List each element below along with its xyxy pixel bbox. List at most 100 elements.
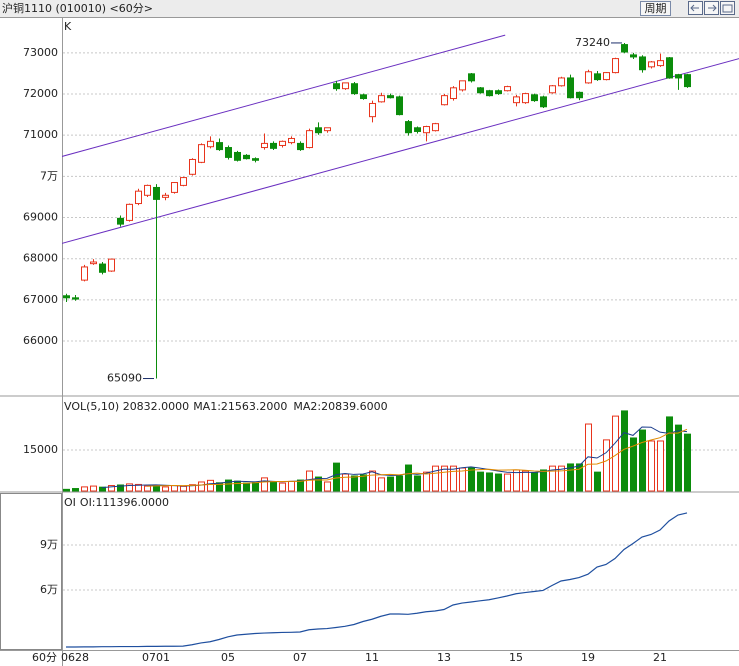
volume-bar xyxy=(468,467,475,492)
candle-body xyxy=(378,95,385,103)
y-tick-label: 9万 xyxy=(40,538,58,551)
y-tick-label: 15000 xyxy=(23,443,58,456)
volume-bar xyxy=(288,480,295,492)
candle-body xyxy=(612,58,619,74)
candle-body xyxy=(279,140,286,146)
volume-bar xyxy=(378,477,385,492)
x-axis-label: 60分 xyxy=(32,651,57,664)
candle-body xyxy=(594,73,601,81)
candle-body xyxy=(432,123,439,132)
volume-bar xyxy=(63,488,70,492)
candle-body xyxy=(603,72,610,81)
volume-bar xyxy=(486,472,493,492)
volume-bar xyxy=(270,482,277,492)
volume-bar xyxy=(198,481,205,492)
candle-body xyxy=(180,177,187,186)
candle-body xyxy=(441,95,448,106)
candle-body xyxy=(297,142,304,151)
candle-body xyxy=(63,295,70,299)
volume-bar xyxy=(225,479,232,492)
panel-title: VOL(5,10) 20832.0000 xyxy=(64,400,189,413)
nav-icons[interactable] xyxy=(688,1,735,15)
trend-line xyxy=(62,58,739,244)
volume-bar xyxy=(594,471,601,492)
volume-bar xyxy=(171,485,178,492)
period-button-label[interactable]: 周期 xyxy=(645,2,667,15)
x-tick-label: 15 xyxy=(509,651,523,664)
candle-body xyxy=(540,96,547,108)
volume-bar xyxy=(360,474,367,492)
side-box xyxy=(0,493,62,650)
axis-label: K xyxy=(64,20,72,33)
volume-bar xyxy=(630,437,637,492)
volume-bar xyxy=(180,485,187,492)
candle-body xyxy=(486,90,493,97)
volume-bar xyxy=(306,470,313,492)
volume-bar xyxy=(279,482,286,492)
volume-bar xyxy=(387,476,394,492)
y-tick-label: 72000 xyxy=(23,87,58,100)
candle-body xyxy=(234,151,241,161)
candle-body xyxy=(261,142,268,149)
candle-body xyxy=(585,71,592,84)
volume-bar xyxy=(243,482,250,492)
candle-body xyxy=(423,126,430,134)
candle-body xyxy=(135,190,142,205)
candle-body xyxy=(504,86,511,92)
candle-body xyxy=(468,73,475,82)
candle-body xyxy=(495,90,502,95)
volume-bar xyxy=(162,486,169,492)
candle-body xyxy=(72,297,79,300)
volume-bar xyxy=(648,440,655,492)
candle-body xyxy=(315,127,322,134)
volume-bar xyxy=(549,465,556,492)
oi-line xyxy=(66,512,688,648)
x-tick-label: 19 xyxy=(581,651,595,664)
volume-bar xyxy=(558,465,565,492)
y-tick-label: 71000 xyxy=(23,128,58,141)
y-tick-label: 66000 xyxy=(23,334,58,347)
volume-bar xyxy=(234,480,241,492)
volume-bar xyxy=(333,462,340,492)
candle-body xyxy=(522,93,529,104)
candle-body xyxy=(81,266,88,281)
candle-body xyxy=(270,142,277,149)
x-tick-label: 21 xyxy=(653,651,667,664)
volume-bar xyxy=(207,479,214,492)
volume-bar xyxy=(477,471,484,492)
candle-body xyxy=(459,80,466,91)
candle-body xyxy=(198,144,205,163)
period-button[interactable] xyxy=(640,1,671,16)
volume-bar xyxy=(90,485,97,492)
candle-body xyxy=(621,44,628,53)
x-tick-label: 0701 xyxy=(142,651,170,664)
y-tick-label: 68000 xyxy=(23,252,58,265)
candle-body xyxy=(405,121,412,134)
candle-body xyxy=(288,137,295,144)
extreme-label: 73240 xyxy=(575,36,610,49)
volume-bar xyxy=(144,485,151,492)
candle-body xyxy=(549,85,556,94)
legend-entry: OI:111396.0000 xyxy=(80,496,169,509)
volume-bar xyxy=(81,486,88,492)
y-tick-label: 6万 xyxy=(40,583,58,596)
candle-body xyxy=(153,186,160,200)
volume-bar xyxy=(297,479,304,492)
candle-body xyxy=(360,94,367,100)
candle-body xyxy=(171,182,178,193)
header-title: 沪铜1110 (010010) <60分> xyxy=(2,1,153,15)
candle-body xyxy=(225,147,232,158)
candle-body xyxy=(531,94,538,102)
volume-bar xyxy=(675,424,682,492)
volume-bar xyxy=(324,481,331,492)
candle-body xyxy=(684,74,691,88)
candle-body xyxy=(108,258,115,272)
candle-body xyxy=(477,87,484,94)
volume-bar xyxy=(504,473,511,492)
volume-bar xyxy=(369,470,376,492)
candle-body xyxy=(162,194,169,198)
y-tick-label: 7万 xyxy=(40,169,58,182)
volume-bar xyxy=(603,439,610,492)
candle-body xyxy=(558,77,565,87)
